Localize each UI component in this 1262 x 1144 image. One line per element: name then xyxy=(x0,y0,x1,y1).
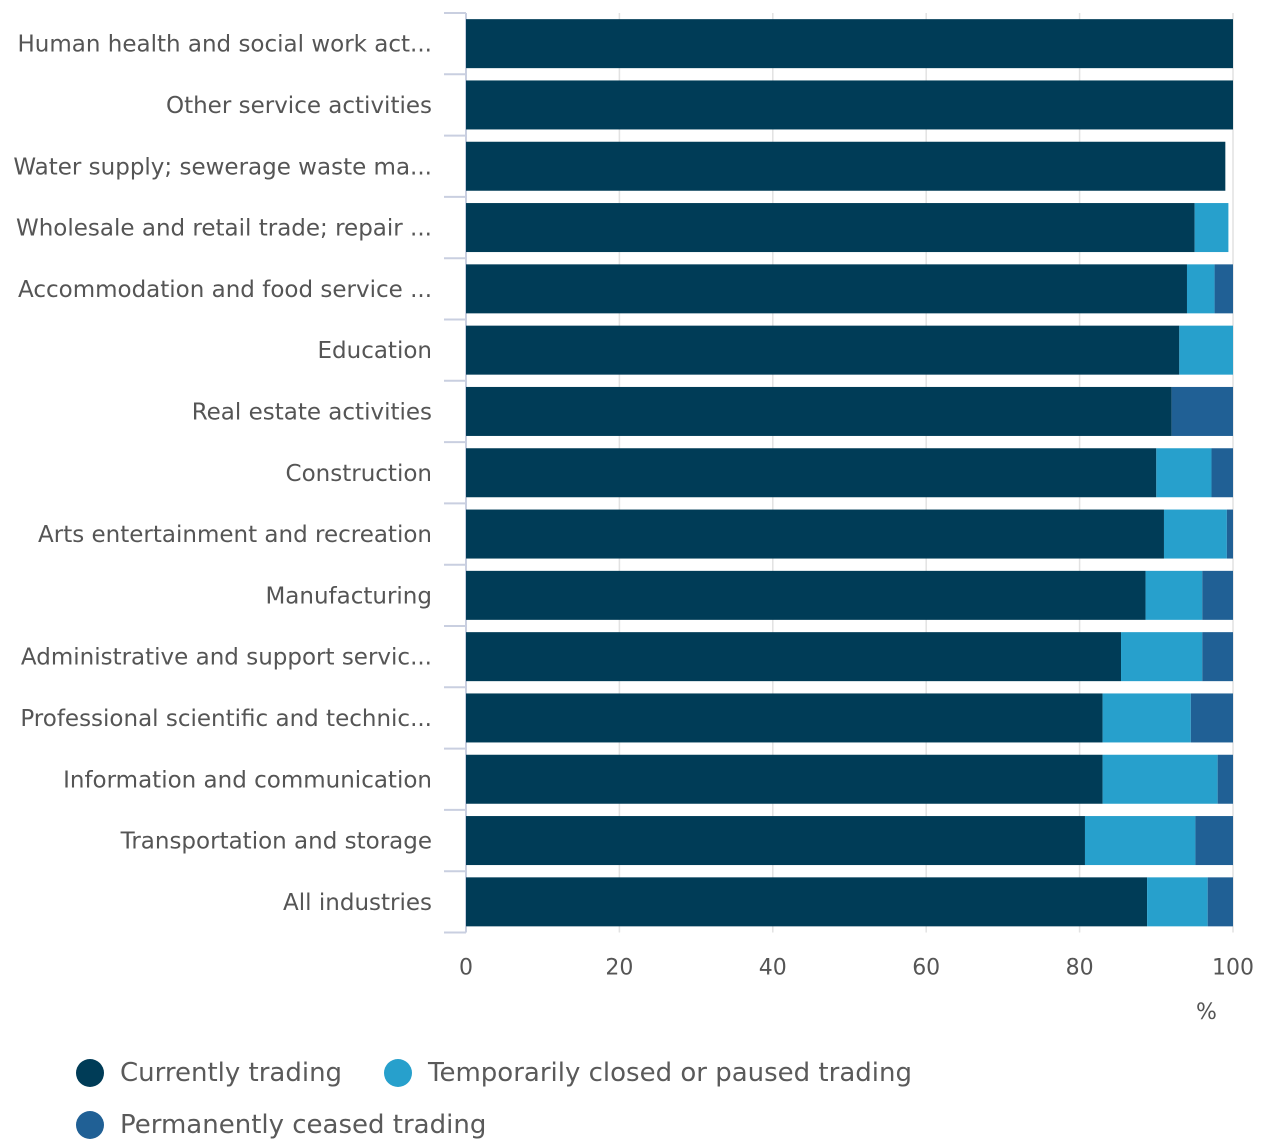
bar-segment xyxy=(466,448,1157,498)
x-axis-unit-label: % xyxy=(1196,1000,1217,1025)
x-tick-label: 100 xyxy=(1212,956,1254,981)
legend-swatch xyxy=(384,1059,412,1087)
category-label: Wholesale and retail trade; repair ... xyxy=(16,216,432,242)
category-label: Arts entertainment and recreation xyxy=(38,522,432,548)
bar-segment xyxy=(1102,693,1191,743)
x-tick-label: 40 xyxy=(759,956,787,981)
bar-segment xyxy=(466,386,1172,436)
category-label: Other service activities xyxy=(166,93,432,119)
category-label: Human health and social work act... xyxy=(17,32,432,58)
bar-segment xyxy=(1156,448,1212,498)
bar-segment xyxy=(1147,877,1208,927)
legend-item-currently-trading[interactable]: Currently trading xyxy=(76,1058,342,1088)
bar-segment xyxy=(466,754,1103,804)
category-label: Manufacturing xyxy=(265,583,432,609)
bar-segment xyxy=(1211,448,1233,498)
legend-swatch xyxy=(76,1059,104,1087)
bar-segment xyxy=(1194,203,1229,253)
bar-segment xyxy=(1202,632,1233,682)
bar-segment xyxy=(466,816,1085,866)
category-label: All industries xyxy=(283,890,432,916)
bar-segment xyxy=(466,509,1164,559)
category-label: Professional scientific and technic... xyxy=(20,706,432,732)
bar-segment xyxy=(466,80,1233,130)
bar-segment xyxy=(466,325,1180,375)
bar-segment xyxy=(466,19,1233,69)
x-tick-label: 0 xyxy=(459,956,473,981)
bar-segment xyxy=(466,203,1195,253)
category-label: Education xyxy=(317,338,432,364)
legend-label: Permanently ceased trading xyxy=(120,1110,487,1140)
legend-label: Temporarily closed or paused trading xyxy=(428,1058,912,1088)
x-tick-label: 80 xyxy=(1066,956,1094,981)
bar-segment xyxy=(466,141,1226,191)
category-label: Water supply; sewerage waste ma... xyxy=(13,154,432,180)
category-label: Administrative and support servic... xyxy=(21,645,432,671)
bar-segment xyxy=(1207,877,1233,927)
legend-swatch xyxy=(76,1111,104,1139)
bar-segment xyxy=(1226,509,1233,559)
legend-item-temporarily-closed[interactable]: Temporarily closed or paused trading xyxy=(384,1058,912,1088)
legend-item-permanently-ceased[interactable]: Permanently ceased trading xyxy=(76,1110,486,1140)
bar-segment xyxy=(1186,264,1215,314)
bar-segment xyxy=(466,877,1148,927)
bar-segment xyxy=(1214,264,1233,314)
category-label: Information and communication xyxy=(63,767,432,793)
bar-segment xyxy=(1195,816,1233,866)
bar-segment xyxy=(1163,509,1227,559)
bar-segment xyxy=(466,693,1103,743)
bar-segment xyxy=(1121,632,1203,682)
bar-segment xyxy=(1179,325,1233,375)
legend-label: Currently trading xyxy=(120,1058,343,1088)
bar-segment xyxy=(1084,816,1196,866)
bar-segment xyxy=(1190,693,1233,743)
chart-area: 0 20 40 60 80 100 Human health and social work… xyxy=(13,12,1254,981)
bar-segment xyxy=(466,632,1122,682)
bar-segment xyxy=(1145,570,1203,620)
bar-segment xyxy=(1171,386,1233,436)
bar-segment xyxy=(1102,754,1218,804)
category-label: Transportation and storage xyxy=(120,829,432,855)
bar-segment xyxy=(1202,570,1233,620)
x-tick-label: 60 xyxy=(912,956,940,981)
bar-segment xyxy=(466,570,1146,620)
category-label: Accommodation and food service ... xyxy=(18,277,432,303)
stacked-bar-chart: 0 20 40 60 80 100 Human health and social work… xyxy=(13,12,1254,981)
bar-segment xyxy=(1217,754,1233,804)
x-tick-label: 20 xyxy=(605,956,633,981)
category-label: Real estate activities xyxy=(192,399,432,425)
category-label: Construction xyxy=(286,461,432,487)
bar-segment xyxy=(466,264,1187,314)
